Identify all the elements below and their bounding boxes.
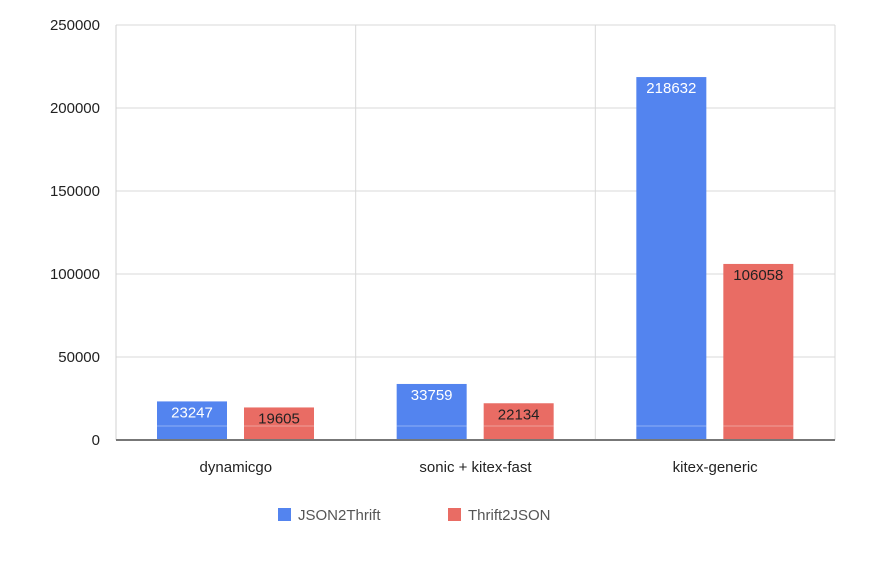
- legend-label: Thrift2JSON: [468, 507, 551, 524]
- x-tick-label: sonic + kitex-fast: [419, 459, 532, 476]
- bar-thrift2json: [244, 407, 314, 440]
- data-label: 23247: [171, 404, 213, 421]
- y-tick-label: 100000: [50, 266, 100, 283]
- legend-swatch-thrift2json: [448, 508, 461, 521]
- bar-thrift2json: [723, 263, 794, 440]
- data-label: 19605: [258, 410, 300, 427]
- bar-json2thrift: [396, 383, 467, 440]
- data-label: 218632: [646, 80, 696, 97]
- bar-json2thrift: [157, 401, 227, 440]
- data-label: 106058: [733, 267, 783, 284]
- x-tick-label: kitex-generic: [673, 459, 759, 476]
- y-tick-label: 50000: [58, 349, 100, 366]
- y-tick-label: 0: [92, 432, 100, 449]
- bar-json2thrift: [636, 77, 707, 441]
- data-label: 33759: [411, 387, 453, 404]
- legend-label: JSON2Thrift: [298, 507, 381, 524]
- legend-swatch-json2thrift: [278, 508, 291, 521]
- y-tick-label: 200000: [50, 100, 100, 117]
- y-tick-label: 250000: [50, 17, 100, 34]
- x-tick-label: dynamicgo: [200, 459, 273, 476]
- bar-thrift2json: [483, 403, 554, 440]
- y-tick-label: 150000: [50, 183, 100, 200]
- data-label: 22134: [498, 406, 540, 423]
